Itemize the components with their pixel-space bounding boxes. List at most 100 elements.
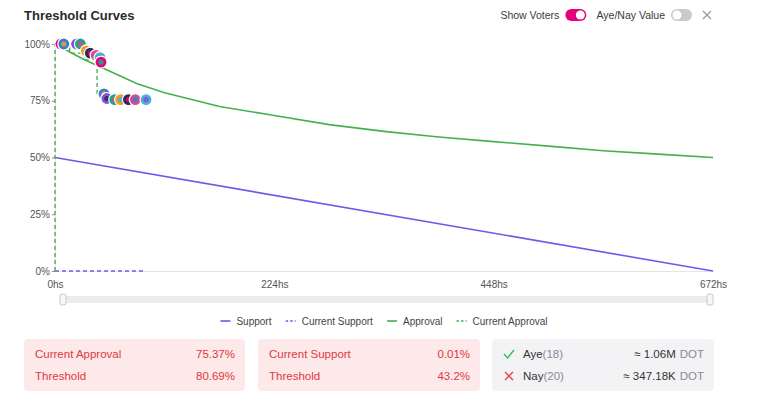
data-marks <box>55 38 713 271</box>
summary-label: Nay(20) <box>523 370 564 382</box>
summary-box-bg <box>492 339 714 391</box>
legend-item[interactable]: Support <box>220 316 271 327</box>
x-tick: 224hs <box>261 271 288 290</box>
y-tick: 75% <box>30 95 55 106</box>
summary-label-text: Current Approval <box>35 348 121 360</box>
x-tick-label: 224hs <box>261 279 288 290</box>
summary-label-text: Current Support <box>269 348 352 360</box>
legend-swatch[interactable] <box>457 320 467 322</box>
series-line <box>55 270 146 271</box>
page: Threshold Curves Aye/Nay Value Show Voters… <box>0 0 757 402</box>
legend-swatch[interactable] <box>286 320 296 322</box>
y-tick-label: 25% <box>30 209 50 220</box>
legend-label[interactable]: Current Support <box>302 316 373 327</box>
y-tick-label: 50% <box>30 152 50 163</box>
summary-value: 75.37% <box>196 348 235 360</box>
y-tick: 100% <box>24 39 55 50</box>
x-axis-line <box>56 271 714 272</box>
summary-value-text: 0.01% <box>437 348 470 360</box>
y-tick-label: 0% <box>36 266 51 277</box>
slider-track[interactable] <box>60 296 713 303</box>
toggle-track[interactable] <box>565 9 586 21</box>
toggle-label[interactable]: Show Voters <box>500 9 559 21</box>
range-slider[interactable] <box>60 294 713 305</box>
series-line <box>55 44 713 158</box>
summary-value: ≈ 1.06M DOT <box>634 348 704 360</box>
legend-label[interactable]: Support <box>236 316 271 327</box>
summary-label: Threshold <box>269 370 320 382</box>
summary-count: (20) <box>543 370 564 382</box>
legend-item[interactable]: Approval <box>387 316 442 327</box>
x-tick-label: 672hs <box>700 279 727 290</box>
series-line <box>55 158 713 272</box>
summary-label-text: Threshold <box>35 370 86 382</box>
summary-value-text: 43.2% <box>437 370 470 382</box>
legend-label[interactable]: Approval <box>403 316 442 327</box>
nay-icon <box>505 372 513 380</box>
voter-point-inner <box>133 97 138 102</box>
y-tick: 0% <box>36 266 55 277</box>
summary-label-text: Threshold <box>269 370 320 382</box>
voter-point <box>140 94 152 106</box>
slider-handle[interactable] <box>707 294 713 305</box>
aye-icon <box>504 350 514 358</box>
summary-label: Aye(18) <box>523 348 563 360</box>
y-axis: 0% 25% 50% 75% 100% <box>24 39 55 277</box>
toggle-knob[interactable] <box>576 11 585 20</box>
toggle-label[interactable]: Aye/Nay Value <box>597 9 666 21</box>
summary-unit: DOT <box>680 348 704 360</box>
x-axis: 0hs 224hs 448hs 672hs <box>47 271 727 290</box>
y-tick-mark <box>52 271 55 272</box>
summary-value: 80.69% <box>196 370 235 382</box>
legend-label[interactable]: Current Approval <box>473 316 548 327</box>
summary-box: Current Support 0.01% Threshold 43.2% <box>258 339 480 391</box>
x-tick: 672hs <box>700 271 727 290</box>
summary-value: 43.2% <box>437 370 470 382</box>
summary-box: Current Approval 75.37% Threshold 80.69% <box>24 339 245 391</box>
summary-value: ≈ 347.18K DOT <box>623 370 704 382</box>
summary-label-text: Nay <box>523 370 544 382</box>
summary-box-bg <box>24 339 245 391</box>
close-icon[interactable] <box>703 11 711 19</box>
y-tick: 25% <box>30 209 55 220</box>
summary-count: (18) <box>543 348 564 360</box>
voter-avatar <box>95 56 107 68</box>
toggle[interactable]: Aye/Nay Value <box>597 9 693 21</box>
legend-item[interactable]: Current Support <box>286 316 373 327</box>
x-tick-label: 0hs <box>47 279 63 290</box>
voter-point <box>58 38 70 50</box>
legend-swatch[interactable] <box>220 320 230 322</box>
summary-label: Threshold <box>35 370 86 382</box>
summary-value-text: ≈ 347.18K <box>623 370 676 382</box>
legend-swatch[interactable] <box>387 320 397 322</box>
toggle-track[interactable] <box>671 9 692 21</box>
y-tick-label: 100% <box>24 39 50 50</box>
summary-unit: DOT <box>680 370 704 382</box>
y-tick-label: 75% <box>30 95 50 106</box>
slider-handle[interactable] <box>60 294 66 305</box>
summary-value-text: 75.37% <box>196 348 235 360</box>
toggle[interactable]: Show Voters <box>500 9 586 21</box>
legend: Support Current Support Approval Current Ap… <box>220 316 547 327</box>
summary-label: Current Support <box>269 348 352 360</box>
chart-title: Threshold Curves <box>24 8 135 23</box>
voter-point-inner <box>61 41 66 46</box>
x-tick-label: 448hs <box>481 279 508 290</box>
summary-value-text: 80.69% <box>196 370 235 382</box>
voter-point-inner <box>98 60 103 65</box>
legend-item[interactable]: Current Approval <box>457 316 548 327</box>
plot: 0hs 224hs 448hs 672hs 0% 25% 50% 75% 100% <box>24 38 727 290</box>
voter-point-inner <box>143 97 148 102</box>
summary-value-text: ≈ 1.06M <box>634 348 675 360</box>
toggle-knob[interactable] <box>673 11 682 20</box>
x-tick: 448hs <box>481 271 508 290</box>
close-button[interactable] <box>703 11 711 19</box>
summary-label-text: Aye <box>523 348 543 360</box>
y-tick: 50% <box>30 152 55 163</box>
summary-box: Aye(18) ≈ 1.06M DOT Nay(20) ≈ 347.18K DOT <box>492 339 714 391</box>
summary-box-bg <box>258 339 480 391</box>
series-line <box>55 44 146 271</box>
voter-point <box>95 56 107 68</box>
voter-avatar <box>58 38 70 50</box>
summary-label: Current Approval <box>35 348 121 360</box>
